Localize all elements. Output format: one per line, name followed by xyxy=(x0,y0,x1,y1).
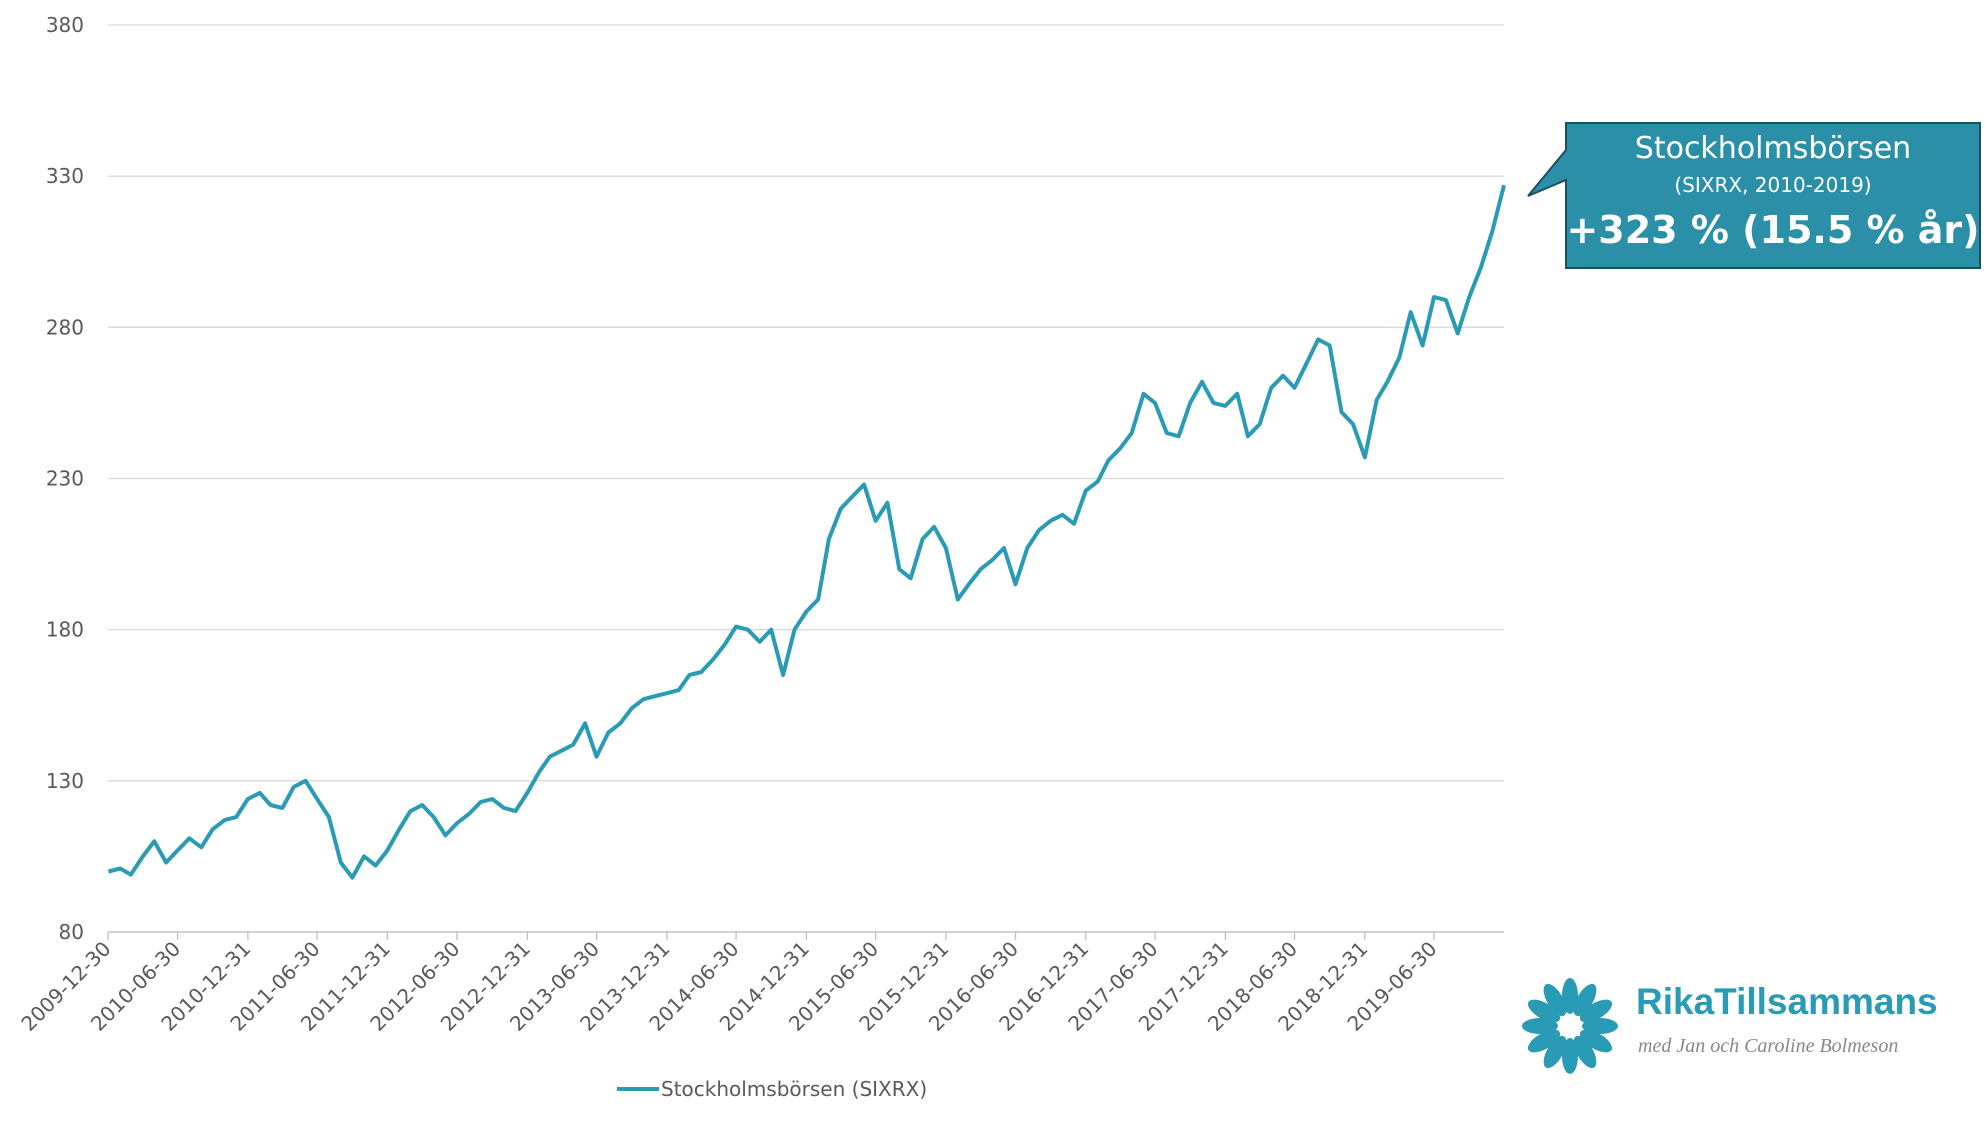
y-tick-label: 130 xyxy=(46,769,84,793)
plot: 801301802302803303802009-12-302010-06-30… xyxy=(16,13,1506,1101)
annotation-subtitle: (SIXRX, 2010-2019) xyxy=(1674,173,1871,197)
y-tick-label: 380 xyxy=(46,13,84,37)
annotation: Stockholmsbörsen (SIXRX, 2010-2019) +323… xyxy=(1527,122,1981,269)
annotation-title: Stockholmsbörsen xyxy=(1635,131,1911,166)
logo-flower xyxy=(1522,978,1618,1074)
y-tick-label: 180 xyxy=(46,618,84,642)
y-tick-label: 330 xyxy=(46,164,84,188)
line xyxy=(107,184,1506,880)
logo: RikaTillsammans med Jan och Caroline Bol… xyxy=(1522,978,1938,1074)
annotation-text: +323 % (15.5 % år) xyxy=(1566,208,1979,252)
logo-name: RikaTillsammans xyxy=(1636,981,1938,1022)
y-tick-label: 280 xyxy=(46,315,84,339)
y-tick-label: 80 xyxy=(59,920,84,944)
legend-label: Stockholmsbörsen (SIXRX) xyxy=(661,1077,927,1101)
y-tick-label: 230 xyxy=(46,467,84,491)
callout-box xyxy=(1527,122,1981,269)
logo-tagline: med Jan och Caroline Bolmeson xyxy=(1638,1035,1898,1057)
